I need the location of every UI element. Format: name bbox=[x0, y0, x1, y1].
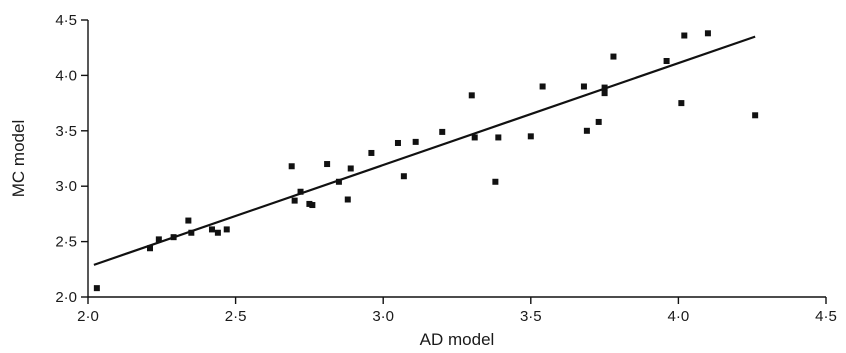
y-tick-label: 2·0 bbox=[55, 289, 77, 306]
x-tick-label: 2·0 bbox=[77, 308, 99, 325]
data-point bbox=[335, 178, 342, 185]
data-point bbox=[439, 128, 446, 135]
x-tick-label: 4·5 bbox=[815, 308, 837, 325]
data-point bbox=[146, 245, 153, 252]
x-axis-title: AD model bbox=[420, 330, 495, 349]
data-points bbox=[93, 30, 759, 292]
data-point bbox=[704, 30, 711, 37]
data-point bbox=[601, 90, 608, 97]
data-point bbox=[188, 229, 195, 236]
data-point bbox=[394, 139, 401, 146]
data-point bbox=[208, 226, 215, 233]
data-point bbox=[412, 138, 419, 145]
data-point bbox=[368, 149, 375, 156]
data-point bbox=[580, 83, 587, 90]
data-point bbox=[309, 202, 316, 209]
data-point bbox=[471, 134, 478, 141]
data-point bbox=[324, 161, 331, 168]
data-point bbox=[297, 188, 304, 195]
data-point bbox=[291, 197, 298, 204]
data-point bbox=[468, 92, 475, 99]
y-tick-label: 4·5 bbox=[55, 12, 77, 29]
data-point bbox=[93, 285, 100, 292]
data-point bbox=[527, 133, 534, 140]
data-point bbox=[583, 127, 590, 134]
data-point bbox=[539, 83, 546, 90]
data-point bbox=[347, 165, 354, 172]
y-tick-label: 3·5 bbox=[55, 123, 77, 140]
x-tick-label: 3·0 bbox=[372, 308, 394, 325]
data-point bbox=[214, 229, 221, 236]
data-point bbox=[492, 178, 499, 185]
y-tick-label: 3·0 bbox=[55, 178, 77, 195]
data-point bbox=[400, 173, 407, 180]
data-point bbox=[610, 53, 617, 60]
x-ticks: 2·0 2·5 3·0 3·5 4·0 4·5 bbox=[77, 297, 837, 325]
data-point bbox=[663, 57, 670, 64]
data-point bbox=[288, 163, 295, 170]
data-point bbox=[155, 236, 162, 243]
x-tick-label: 4·0 bbox=[668, 308, 690, 325]
y-axis-title: MC model bbox=[9, 120, 28, 197]
data-point bbox=[678, 100, 685, 107]
y-ticks: 2·0 2·5 3·0 3·5 4·0 4·5 bbox=[55, 12, 88, 306]
data-point bbox=[223, 226, 230, 233]
regression-line bbox=[93, 35, 756, 266]
data-point bbox=[344, 196, 351, 203]
x-tick-label: 3·5 bbox=[520, 308, 542, 325]
x-axis: 2·0 2·5 3·0 3·5 4·0 4·5 bbox=[77, 296, 837, 325]
y-axis: 2·0 2·5 3·0 3·5 4·0 4·5 bbox=[55, 12, 89, 306]
y-tick-label: 4·0 bbox=[55, 67, 77, 84]
data-point bbox=[752, 112, 759, 119]
data-point bbox=[595, 118, 602, 125]
data-point bbox=[495, 134, 502, 141]
data-point bbox=[681, 32, 688, 39]
x-tick-label: 2·5 bbox=[225, 308, 247, 325]
y-tick-label: 2·5 bbox=[55, 234, 77, 251]
data-point bbox=[185, 217, 192, 224]
